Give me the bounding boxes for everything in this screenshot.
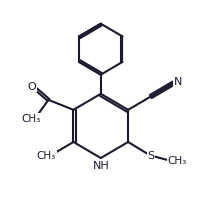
Text: N: N <box>174 77 182 87</box>
Text: CH₃: CH₃ <box>21 114 41 124</box>
Text: CH₃: CH₃ <box>168 157 187 167</box>
Text: CH₃: CH₃ <box>37 151 56 161</box>
Text: S: S <box>147 151 155 161</box>
Text: O: O <box>27 82 36 92</box>
Text: NH: NH <box>92 161 109 171</box>
